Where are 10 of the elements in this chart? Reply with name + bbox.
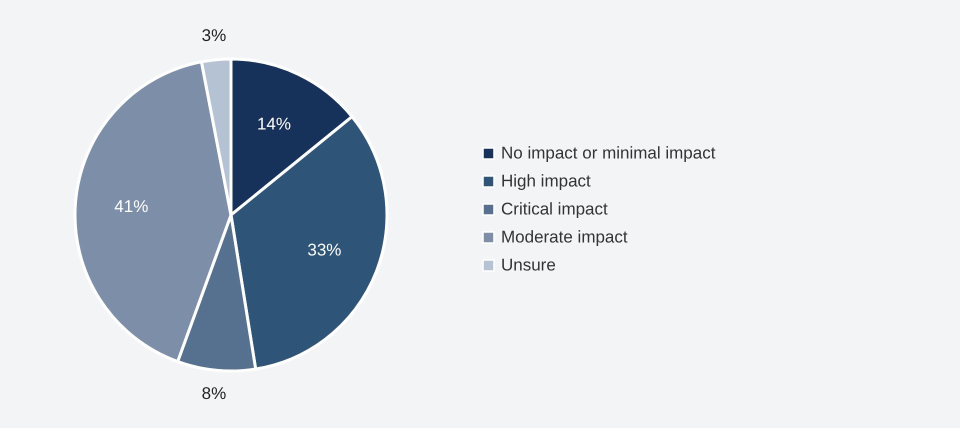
data-label: 14% bbox=[256, 114, 291, 134]
data-label: 3% bbox=[202, 26, 226, 45]
data-label: 41% bbox=[114, 197, 148, 216]
legend-label: No impact or minimal impact bbox=[501, 144, 716, 162]
legend-label: High impact bbox=[501, 172, 592, 190]
legend-label: Critical impact bbox=[501, 200, 608, 218]
data-label: 33% bbox=[307, 240, 342, 260]
data-label: 8% bbox=[202, 384, 226, 404]
legend-label: Unsure bbox=[501, 256, 556, 274]
legend-label: Moderate impact bbox=[501, 228, 628, 246]
